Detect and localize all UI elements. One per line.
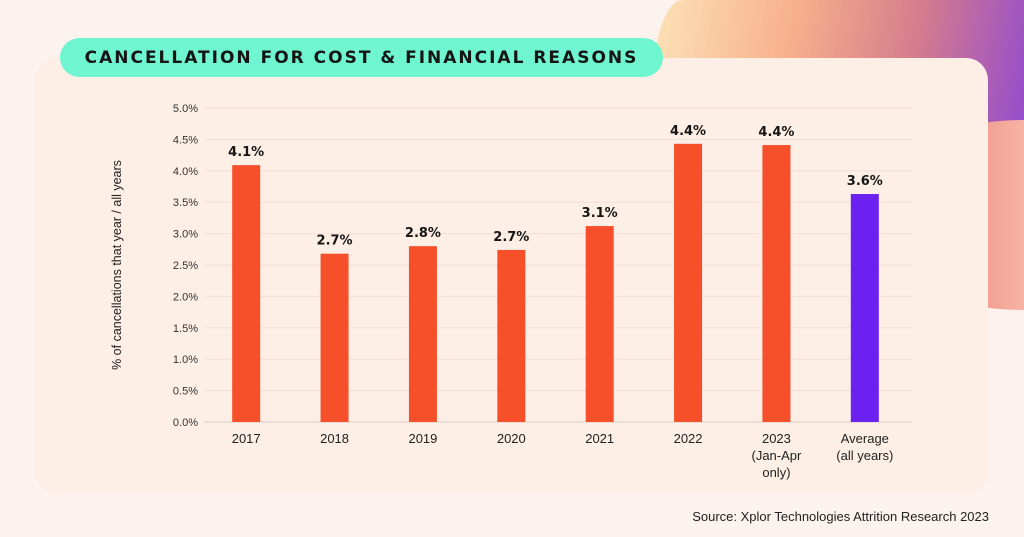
y-tick-label: 3.0% [173,229,198,241]
data-label: 2.8% [405,226,441,241]
x-tick-label-line: 2021 [585,431,614,446]
y-tick-label: 5.0% [173,103,198,115]
x-tick-label-line: (Jan-Apr [752,448,803,463]
y-tick-label: 2.0% [173,291,198,303]
bar [497,249,526,422]
x-tick-label: 2019 [408,431,437,446]
x-tick-label: 2023 (Jan-Apr only) [752,431,803,480]
y-tick-label: 2.5% [173,260,198,272]
y-tick-label: 1.5% [173,323,198,335]
x-tick-label: Average (all years) [836,431,893,463]
x-tick-label: 2022 [674,431,703,446]
x-tick-label-line: 2023 [762,431,791,446]
x-tick-label: 2018 [320,431,349,446]
y-tick-label: 4.0% [173,166,198,178]
bar [585,226,614,422]
bar [232,165,261,422]
x-tick-label-line: Average [841,431,889,446]
source-note: Source: Xplor Technologies Attrition Res… [692,509,989,524]
y-tick-label: 0.0% [173,417,198,429]
x-tick-label-line: only) [762,465,790,480]
x-tick-label-line: 2017 [232,431,261,446]
title-pill: CANCELLATION FOR COST & FINANCIAL REASON… [60,38,663,77]
y-tick-label: 4.5% [173,134,198,146]
x-tick-label: 2021 [585,431,614,446]
y-tick-label: 3.5% [173,197,198,209]
x-tick-label-line: 2019 [408,431,437,446]
y-tick-label: 0.5% [173,386,198,398]
data-label: 3.6% [847,174,883,189]
bar [850,194,879,422]
bar [408,246,437,422]
data-label: 4.4% [670,124,706,139]
y-tick-label: 1.0% [173,354,198,366]
data-label: 2.7% [493,230,529,245]
y-axis-label: % of cancellations that year / all years [110,160,124,370]
bar [674,143,703,422]
data-label: 3.1% [582,206,618,221]
data-label: 4.1% [228,145,264,160]
x-tick-label: 2020 [497,431,526,446]
x-tick-label-line: 2020 [497,431,526,446]
bar [320,253,349,422]
x-tick-label-line: (all years) [836,448,893,463]
x-tick-label: 2017 [232,431,261,446]
x-tick-label-line: 2018 [320,431,349,446]
x-tick-label-line: 2022 [674,431,703,446]
bar [762,145,791,422]
data-label: 4.4% [758,125,794,140]
data-label: 2.7% [317,234,353,249]
chart-title: CANCELLATION FOR COST & FINANCIAL REASON… [84,47,639,68]
